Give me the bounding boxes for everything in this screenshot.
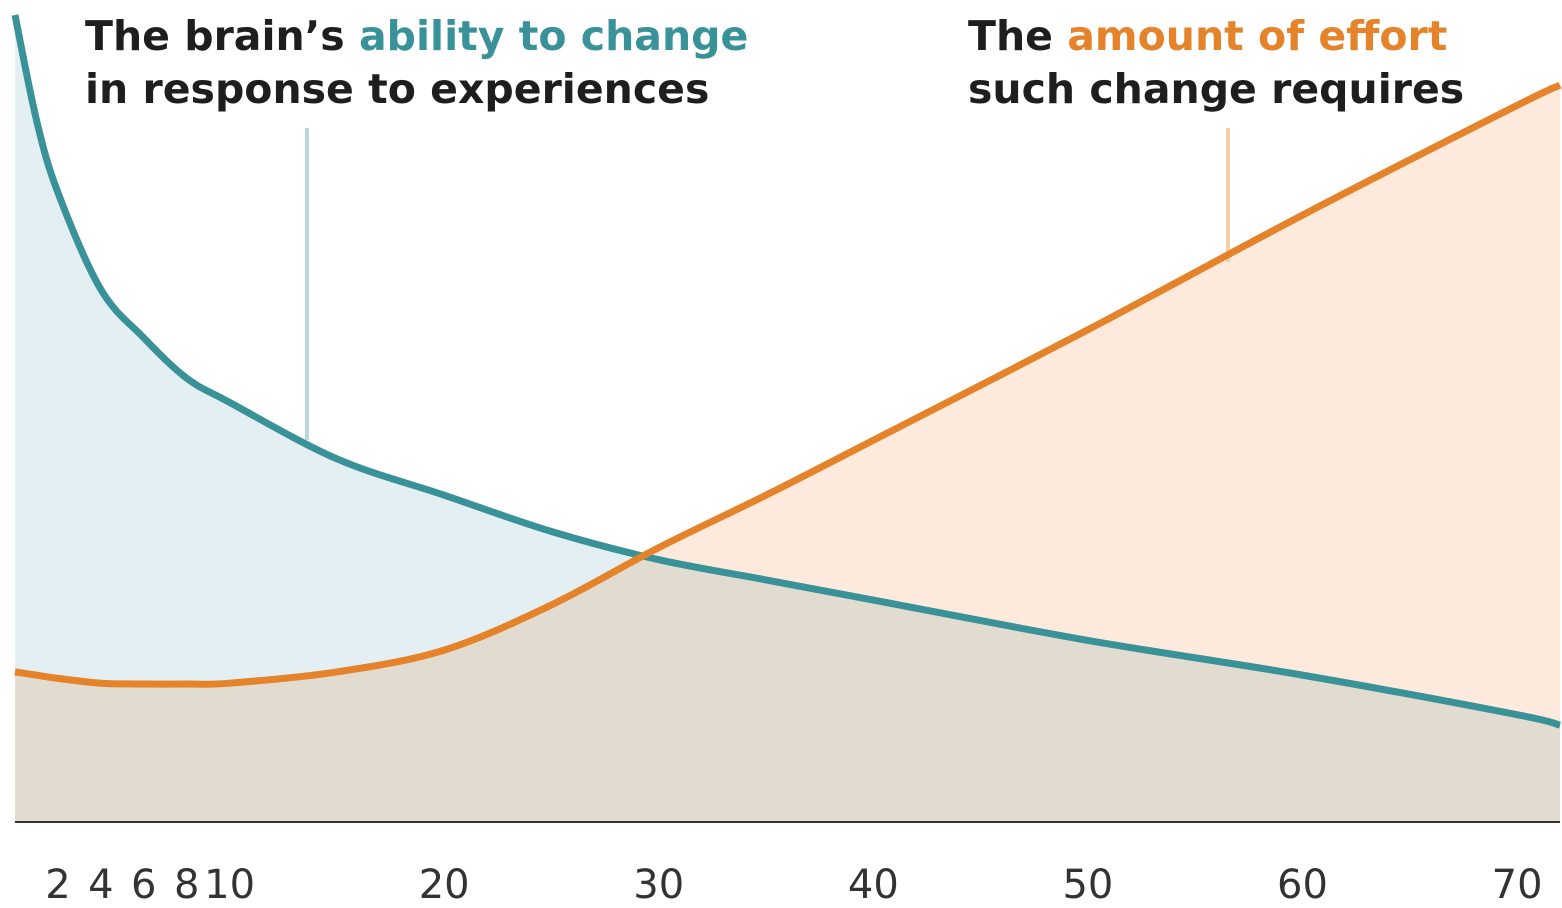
x-tick-label: 20 [419, 862, 470, 908]
annotation: The brain’s ability to change [85, 12, 748, 60]
line [11, 14, 1561, 729]
x-tick-label: 30 [633, 862, 684, 908]
annotation: in response to experiences [85, 65, 709, 113]
annotation-highlight: ability to change [359, 12, 748, 60]
areas [15, 15, 1560, 823]
x-tick-label: 60 [1277, 862, 1328, 908]
x-tick-label: 6 [131, 862, 156, 908]
area [15, 15, 1560, 822]
x-tick-label: 70 [1492, 862, 1543, 908]
annotation-text: The brain’s [85, 12, 359, 60]
x-tick-label: 2 [45, 862, 70, 908]
x-tick-label: 8 [174, 862, 199, 908]
annotation-text: The [968, 12, 1067, 60]
x-tick-label: 50 [1062, 862, 1113, 908]
annotation: The amount of effort [968, 12, 1447, 60]
line [14, 82, 1562, 688]
x-tick-label: 4 [88, 862, 113, 908]
annotation: such change requires [968, 65, 1464, 113]
lines [11, 14, 1562, 729]
x-tick-label: 40 [848, 862, 899, 908]
x-tick-label: 10 [204, 862, 255, 908]
annotation-highlight: amount of effort [1067, 12, 1447, 60]
area [15, 85, 1560, 823]
